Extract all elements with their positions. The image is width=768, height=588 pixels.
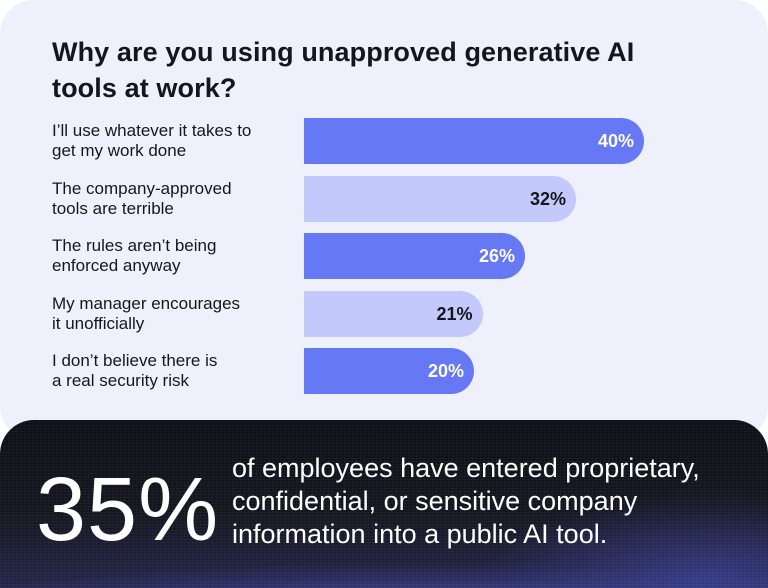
bar: 26% <box>304 233 525 279</box>
bar-category-label: The rules aren’t being enforced anyway <box>52 236 217 275</box>
bar-value-label: 40% <box>597 131 634 151</box>
bar-value-label: 21% <box>436 303 473 324</box>
bar-value-label: 26% <box>478 246 515 266</box>
bar: 40% <box>304 118 644 164</box>
bar-chart: I’ll use whatever it takes to get my work… <box>0 118 768 394</box>
bar-row: The company-approved tools are terrible 32… <box>0 175 768 222</box>
stat-panel: 35% of employees have entered proprietar… <box>0 420 768 588</box>
chart-card: Why are you using unapproved generative … <box>0 0 768 440</box>
bar-value-label: 20% <box>427 361 464 381</box>
bar: 32% <box>304 175 576 222</box>
bar-row: I’ll use whatever it takes to get my work… <box>0 118 768 164</box>
bar-row: I don’t believe there is a real security … <box>0 348 768 394</box>
bar-row: My manager encourages it unofficially 21% <box>0 290 768 337</box>
bar: 21% <box>304 290 483 337</box>
bar-category-label: I’ll use whatever it takes to get my work… <box>52 121 252 160</box>
bar-row: The rules aren’t being enforced anyway 26% <box>0 233 768 279</box>
bar-category-label: I don’t believe there is a real security … <box>52 351 218 390</box>
bar-category-label: My manager encourages it unofficially <box>52 293 241 333</box>
bar-value-label: 32% <box>529 188 566 209</box>
stat-description: of employees have entered proprietary, c… <box>232 453 700 549</box>
stat-value: 35% <box>36 460 220 560</box>
bar-category-label: The company-approved tools are terrible <box>52 178 232 218</box>
chart-title: Why are you using unapproved generative … <box>52 37 635 103</box>
bar: 20% <box>304 348 474 394</box>
